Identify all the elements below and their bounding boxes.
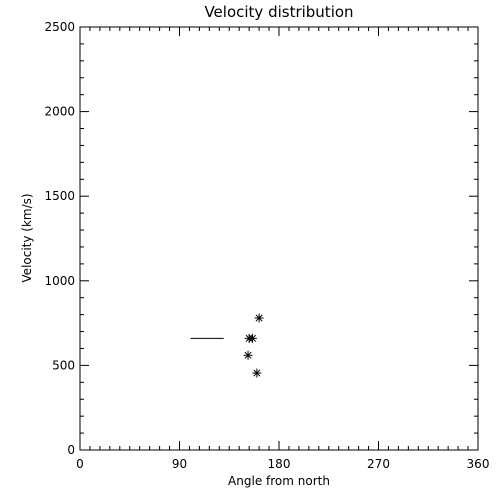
chart-title: Velocity distribution	[204, 3, 353, 21]
y-axis-label: Velocity (km/s)	[20, 193, 34, 282]
y-tick-label: 1000	[44, 274, 75, 288]
data-point	[243, 350, 253, 360]
x-tick-label: 0	[76, 457, 84, 471]
data-point-stroke	[244, 351, 252, 359]
axis-ticks	[79, 26, 479, 451]
y-tick-label: 1500	[44, 189, 75, 203]
data-point	[252, 368, 262, 378]
x-tick-label: 180	[268, 457, 291, 471]
y-tick-labels: 0 500 1000 1500 2000 2500	[44, 20, 75, 457]
data-marks	[190, 313, 264, 378]
data-point-stroke	[245, 334, 253, 342]
data-point-stroke	[253, 369, 261, 377]
plot-frame	[79, 26, 479, 451]
y-tick-label: 2500	[44, 20, 75, 34]
y-tick-label: 2000	[44, 105, 75, 119]
data-point-stroke	[255, 314, 263, 322]
x-tick-label: 90	[172, 457, 187, 471]
x-axis-label: Angle from north	[228, 474, 330, 488]
x-tick-labels: 0 90 180 270 360	[76, 457, 489, 471]
y-tick-label: 500	[52, 358, 75, 372]
data-point	[244, 333, 254, 343]
data-point	[254, 313, 264, 323]
x-tick-label: 360	[467, 457, 490, 471]
x-tick-label: 270	[367, 457, 390, 471]
y-tick-label: 0	[67, 443, 75, 457]
